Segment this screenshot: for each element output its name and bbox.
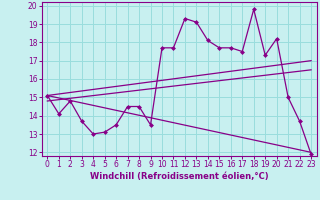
X-axis label: Windchill (Refroidissement éolien,°C): Windchill (Refroidissement éolien,°C)	[90, 172, 268, 181]
